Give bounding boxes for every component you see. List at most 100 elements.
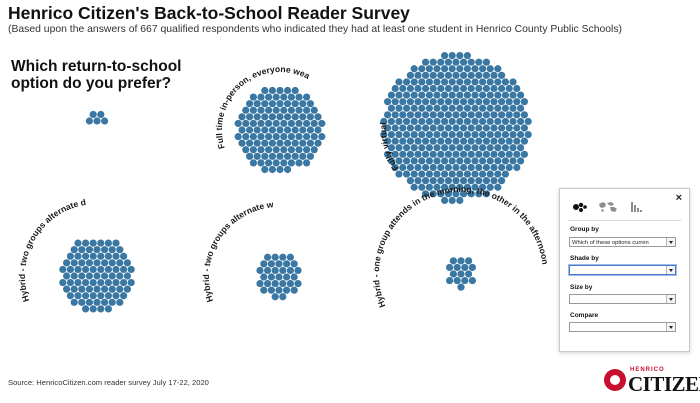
data-dot [452,190,460,198]
data-dot [422,190,430,198]
data-dot [446,263,454,272]
data-dot [414,177,422,185]
data-dot [414,84,422,93]
data-dot [268,86,276,95]
close-icon[interactable]: × [675,192,682,204]
data-dot [418,78,426,86]
dot-cluster[interactable] [234,86,326,174]
data-dot [93,117,101,125]
data-dot [395,170,403,178]
data-dot [295,159,303,167]
data-dot [509,157,517,165]
data-dot [299,100,307,108]
data-dot [467,58,475,66]
data-dot [463,130,471,139]
data-dot [468,263,476,272]
data-dot [494,117,502,126]
data-dot [97,265,105,274]
data-dot [85,117,93,125]
dot-cluster[interactable] [256,253,302,301]
dot-cluster[interactable] [446,257,476,291]
data-dot [242,106,250,114]
data-dot [260,273,268,281]
data-dot [82,305,90,313]
data-dot [264,279,272,288]
data-dot [460,150,468,158]
data-dot [112,252,120,260]
data-dot [441,117,449,126]
dot-cluster[interactable] [85,110,109,125]
data-dot [482,190,490,198]
data-dot [70,285,78,293]
data-dot [85,246,93,254]
data-dot [463,65,471,73]
data-dot [279,266,287,275]
data-dot [104,239,112,247]
data-dot [422,150,430,158]
data-dot [482,124,490,132]
group-by-select[interactable]: Which of these options curren [569,237,676,247]
data-dot [399,84,407,93]
data-dot [276,152,284,160]
data-dot [89,239,97,247]
data-dot [291,126,299,134]
data-dot [513,98,521,106]
data-dot [303,119,311,128]
histogram-icon[interactable] [630,201,646,213]
data-dot [406,98,414,106]
data-dot [486,183,494,191]
data-dot [448,183,456,191]
data-dot [280,146,288,154]
compare-select[interactable] [569,322,676,332]
dot-cluster[interactable] [380,52,532,204]
data-dot [433,130,441,139]
data-dot [78,272,86,280]
logo-wordmark: CITIZEN [628,372,700,396]
data-dot [70,246,78,254]
data-dot [449,270,457,278]
data-dot [441,52,449,60]
data-dot [513,124,521,132]
data-dot [410,117,418,126]
size-by-select[interactable] [569,294,676,304]
data-dot [410,104,418,112]
data-dot [494,157,502,165]
data-dot [456,196,464,204]
data-dot [399,98,407,106]
dot-cluster[interactable] [59,239,135,313]
data-dot [387,130,395,139]
data-dot [501,170,509,178]
data-dot [272,132,280,141]
data-dot [299,152,307,160]
data-dot [287,93,295,101]
data-dot [93,259,101,267]
data-dot [437,98,445,106]
data-dot [505,98,513,106]
data-dot [85,272,93,280]
data-dot [82,239,90,247]
data-dot [395,130,403,139]
data-dot [89,252,97,260]
map-icon[interactable] [598,201,620,213]
data-dot [271,266,279,275]
data-dot [82,292,90,300]
data-dot [261,86,269,95]
data-dot [310,106,318,114]
data-dot [93,272,101,280]
data-dot [299,126,307,134]
data-dot [460,58,468,66]
data-dot [279,253,287,261]
data-dot [85,259,93,267]
shade-by-select[interactable] [569,265,676,275]
data-dot [70,259,78,267]
cluster-icon[interactable] [572,201,588,213]
data-dot [264,253,272,261]
data-dot [501,78,509,86]
data-dot [120,292,128,300]
data-dot [517,104,525,112]
data-dot [260,260,268,268]
panel-divider [568,220,681,221]
data-dot [509,130,517,139]
data-dot [284,152,292,160]
data-dot [441,130,449,139]
